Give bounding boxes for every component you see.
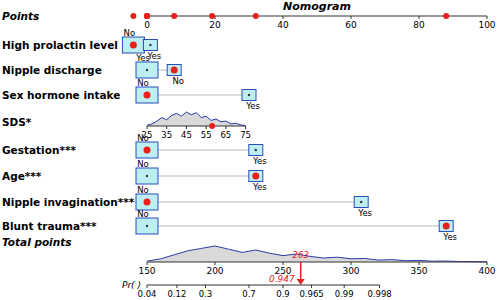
- svg-text:Points: Points: [8, 10, 39, 22]
- svg-text:263: 263: [293, 250, 309, 260]
- svg-text:100: 100: [478, 20, 492, 30]
- svg-text:No: No: [137, 159, 149, 169]
- svg-text:Total points: Total points: [8, 236, 71, 248]
- svg-text:55: 55: [201, 130, 212, 140]
- svg-text:200: 200: [206, 266, 223, 276]
- svg-text:No: No: [137, 133, 149, 143]
- svg-text:Pr( ): Pr( ): [122, 280, 141, 290]
- svg-text:0.04: 0.04: [138, 289, 157, 299]
- svg-text:0.947: 0.947: [269, 274, 295, 284]
- svg-text:0.12: 0.12: [167, 289, 186, 299]
- svg-text:20: 20: [209, 20, 221, 30]
- svg-text:250: 250: [274, 266, 292, 276]
- svg-text:Nipple discharge: Nipple discharge: [8, 64, 102, 76]
- svg-text:0.3: 0.3: [199, 289, 213, 299]
- svg-text:Gestation***: Gestation***: [8, 144, 76, 156]
- svg-text:Nipple invagination***: Nipple invagination***: [8, 196, 135, 208]
- svg-text:Yes: Yes: [357, 208, 372, 218]
- svg-text:No: No: [137, 185, 149, 195]
- svg-text:Yes: Yes: [245, 101, 260, 111]
- svg-text:65: 65: [220, 130, 231, 140]
- svg-text:0.99: 0.99: [335, 289, 354, 299]
- svg-text:Nomogram: Nomogram: [283, 0, 351, 13]
- svg-text:No: No: [172, 76, 184, 86]
- svg-text:45: 45: [181, 130, 192, 140]
- svg-text:Yes: Yes: [252, 182, 267, 192]
- svg-text:No: No: [137, 78, 149, 88]
- svg-text:0.9: 0.9: [276, 289, 290, 299]
- svg-text:0.998: 0.998: [367, 289, 391, 299]
- svg-text:Age***: Age***: [8, 170, 42, 182]
- svg-text:Sex hormone intake: Sex hormone intake: [8, 89, 120, 101]
- svg-text:Yes: Yes: [442, 232, 457, 242]
- svg-text:400: 400: [478, 266, 492, 276]
- svg-text:Yes: Yes: [135, 53, 150, 63]
- svg-text:0.965: 0.965: [299, 289, 323, 299]
- svg-text:Yes: Yes: [252, 156, 267, 166]
- svg-text:High prolactin level: High prolactin level: [8, 39, 118, 51]
- svg-text:40: 40: [277, 20, 289, 30]
- svg-text:SDS*: SDS*: [8, 116, 32, 128]
- svg-text:0: 0: [144, 20, 150, 30]
- svg-text:No: No: [124, 28, 136, 38]
- svg-text:0.7: 0.7: [242, 289, 256, 299]
- svg-text:60: 60: [345, 20, 357, 30]
- svg-text:Yes: Yes: [147, 50, 162, 61]
- svg-text:300: 300: [342, 266, 359, 276]
- svg-text:80: 80: [413, 20, 425, 30]
- svg-text:75: 75: [240, 130, 251, 140]
- svg-text:Blunt trauma***: Blunt trauma***: [8, 220, 97, 232]
- svg-text:350: 350: [410, 266, 427, 276]
- svg-text:No: No: [137, 209, 149, 219]
- svg-text:35: 35: [161, 130, 172, 140]
- svg-text:150: 150: [138, 266, 155, 276]
